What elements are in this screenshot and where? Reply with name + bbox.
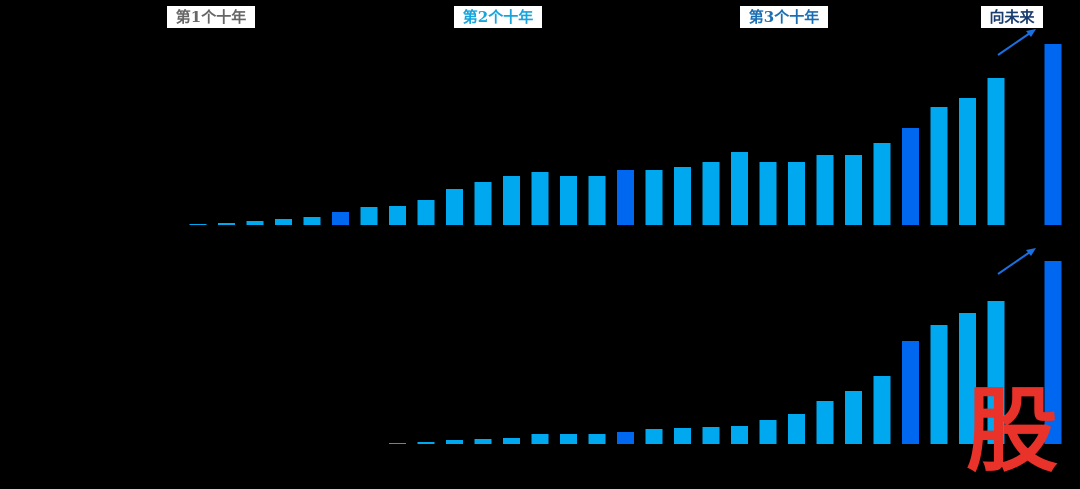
bar: [645, 170, 663, 225]
bar: [702, 427, 720, 444]
bar: [531, 434, 549, 444]
bar: [275, 219, 292, 225]
bar: [987, 78, 1005, 225]
annotation: 向未来: [989, 8, 1035, 26]
bar: [332, 212, 349, 225]
arrow-head: [1026, 248, 1036, 256]
bar: [702, 162, 720, 225]
bar: [588, 176, 606, 225]
watermark: 股: [966, 377, 1058, 484]
annotation: 第3个十年: [749, 8, 819, 26]
bar: [389, 206, 406, 225]
bar: [389, 443, 406, 444]
bar: [588, 434, 606, 444]
annotation: 第1个十年: [176, 8, 246, 26]
bar: [873, 143, 891, 225]
bar: [218, 223, 235, 225]
bar: [674, 167, 691, 225]
bar: [959, 313, 976, 444]
bar: [930, 107, 948, 225]
bar: [959, 98, 976, 225]
bar: [816, 155, 834, 225]
bar: [417, 442, 435, 444]
bar: [731, 426, 748, 444]
bar: [189, 224, 207, 225]
bar: [617, 432, 634, 444]
arrow-head: [1026, 29, 1036, 37]
bar: [816, 401, 834, 444]
bar: [902, 341, 919, 444]
bar: [474, 439, 492, 444]
annotation-box: [167, 6, 255, 28]
bar: [246, 221, 264, 225]
bar: [560, 176, 577, 225]
bar: [788, 162, 805, 225]
bar: [788, 414, 805, 444]
bar: [503, 438, 520, 444]
bar: [503, 176, 520, 225]
bar: [303, 217, 321, 225]
bar: [759, 420, 777, 444]
bar: [845, 391, 862, 444]
bar: [474, 182, 492, 225]
bar: [1044, 261, 1062, 444]
bar: [617, 170, 634, 225]
bar: [987, 301, 1005, 444]
bar: [531, 172, 549, 225]
bar: [1044, 44, 1062, 225]
bar: [560, 434, 577, 444]
bar: [674, 428, 691, 444]
bar: [902, 128, 919, 225]
bar: [845, 155, 862, 225]
arrow: [997, 32, 1031, 56]
bar: [360, 207, 378, 225]
bar: [446, 189, 463, 225]
bar: [873, 376, 891, 444]
bar: [930, 325, 948, 444]
bar: [759, 162, 777, 225]
bars: [189, 44, 1062, 444]
annotation: 第2个十年: [463, 8, 533, 26]
bar: [446, 440, 463, 444]
annotation-box: [981, 6, 1043, 28]
arrow: [997, 251, 1031, 275]
annotation-box: [740, 6, 828, 28]
annotation-box: [454, 6, 542, 28]
bar: [731, 152, 748, 225]
bar: [645, 429, 663, 444]
bar: [417, 200, 435, 225]
